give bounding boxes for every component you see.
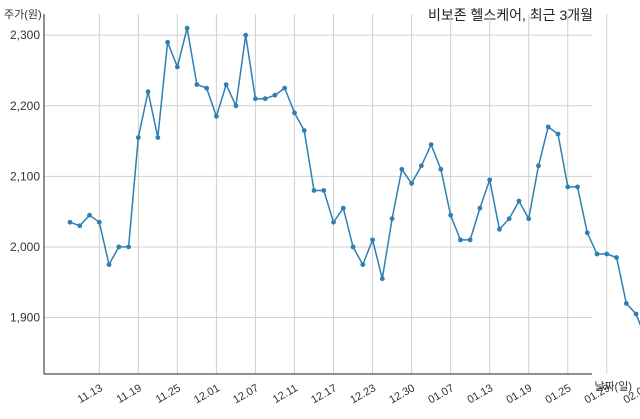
data-point [604, 251, 610, 257]
data-point [214, 113, 219, 119]
data-point [487, 177, 493, 183]
y-tick-label: 2,300 [10, 28, 40, 42]
data-point [77, 223, 83, 229]
data-point [545, 124, 551, 130]
x-tick-label: 12.17 [309, 382, 339, 406]
data-point [379, 276, 385, 282]
x-tick-label: 11.19 [115, 382, 144, 406]
data-point [526, 216, 532, 222]
data-point [614, 255, 619, 260]
data-point [282, 85, 288, 91]
data-point [301, 128, 307, 133]
data-point [126, 244, 131, 250]
data-point [223, 82, 229, 87]
data-point [311, 188, 317, 193]
data-point [253, 96, 258, 102]
y-axis-label: 주가(원) [4, 9, 42, 21]
data-point [409, 181, 414, 186]
data-point [399, 166, 405, 172]
data-point [418, 163, 424, 169]
data-point [497, 226, 502, 232]
data-point [506, 216, 512, 222]
y-tick-label: 2,200 [10, 99, 40, 113]
data-point [536, 163, 541, 169]
y-tick-label: 2,000 [10, 240, 40, 254]
data-point [106, 262, 112, 267]
data-point [448, 212, 454, 218]
x-tick-label: 01.07 [426, 382, 456, 406]
data-point [428, 142, 434, 147]
data-point [321, 188, 327, 193]
data-point [116, 244, 122, 250]
data-point [350, 244, 356, 250]
data-point [184, 25, 190, 31]
data-point [174, 64, 180, 70]
data-point [623, 301, 629, 306]
x-tick-label: 12.01 [192, 382, 222, 406]
data-point [516, 198, 522, 204]
x-tick-label: 01.25 [543, 382, 573, 406]
data-point [477, 205, 483, 211]
data-point [243, 32, 249, 38]
x-tick-label: 12.23 [348, 382, 378, 406]
data-point [135, 135, 141, 140]
data-point [272, 92, 278, 98]
data-point [575, 184, 580, 190]
x-tick-label: 12.07 [231, 382, 261, 406]
data-point [194, 82, 200, 87]
data-point [584, 230, 590, 236]
data-point [389, 216, 395, 222]
data-point [96, 219, 102, 225]
y-tick-label: 1,900 [10, 311, 40, 325]
x-tick-label: 12.11 [271, 382, 300, 406]
data-point [633, 311, 639, 317]
x-axis-label: 날짜(일) [594, 381, 632, 393]
x-tick-label: 01.19 [504, 382, 534, 406]
data-point [360, 262, 366, 267]
data-point [438, 166, 444, 172]
data-point [292, 110, 297, 116]
data-point [594, 251, 600, 257]
x-tick-label: 12.30 [387, 382, 417, 406]
data-point [555, 131, 561, 137]
x-tick-label: 01.29 [582, 382, 612, 406]
data-point [145, 89, 151, 95]
data-point [204, 85, 210, 91]
data-point [262, 96, 268, 102]
x-tick-label: 01.13 [465, 382, 495, 406]
data-point [155, 135, 161, 140]
data-point [87, 212, 92, 218]
y-tick-label: 2,100 [10, 169, 40, 183]
x-tick-label: 02.04 [621, 382, 640, 406]
chart-title: 비보존 헬스케어, 최근 3개월 [427, 7, 593, 23]
data-point [340, 205, 346, 211]
data-point [165, 39, 171, 45]
data-point [67, 219, 73, 225]
data-point [458, 237, 463, 243]
data-point [565, 184, 571, 190]
series-line [69, 27, 640, 326]
data-point [467, 237, 473, 243]
x-tick-label: 11.13 [76, 382, 105, 406]
data-point [331, 219, 336, 225]
data-point [233, 103, 239, 109]
x-tick-label: 11.25 [154, 382, 183, 406]
data-point [370, 237, 375, 243]
